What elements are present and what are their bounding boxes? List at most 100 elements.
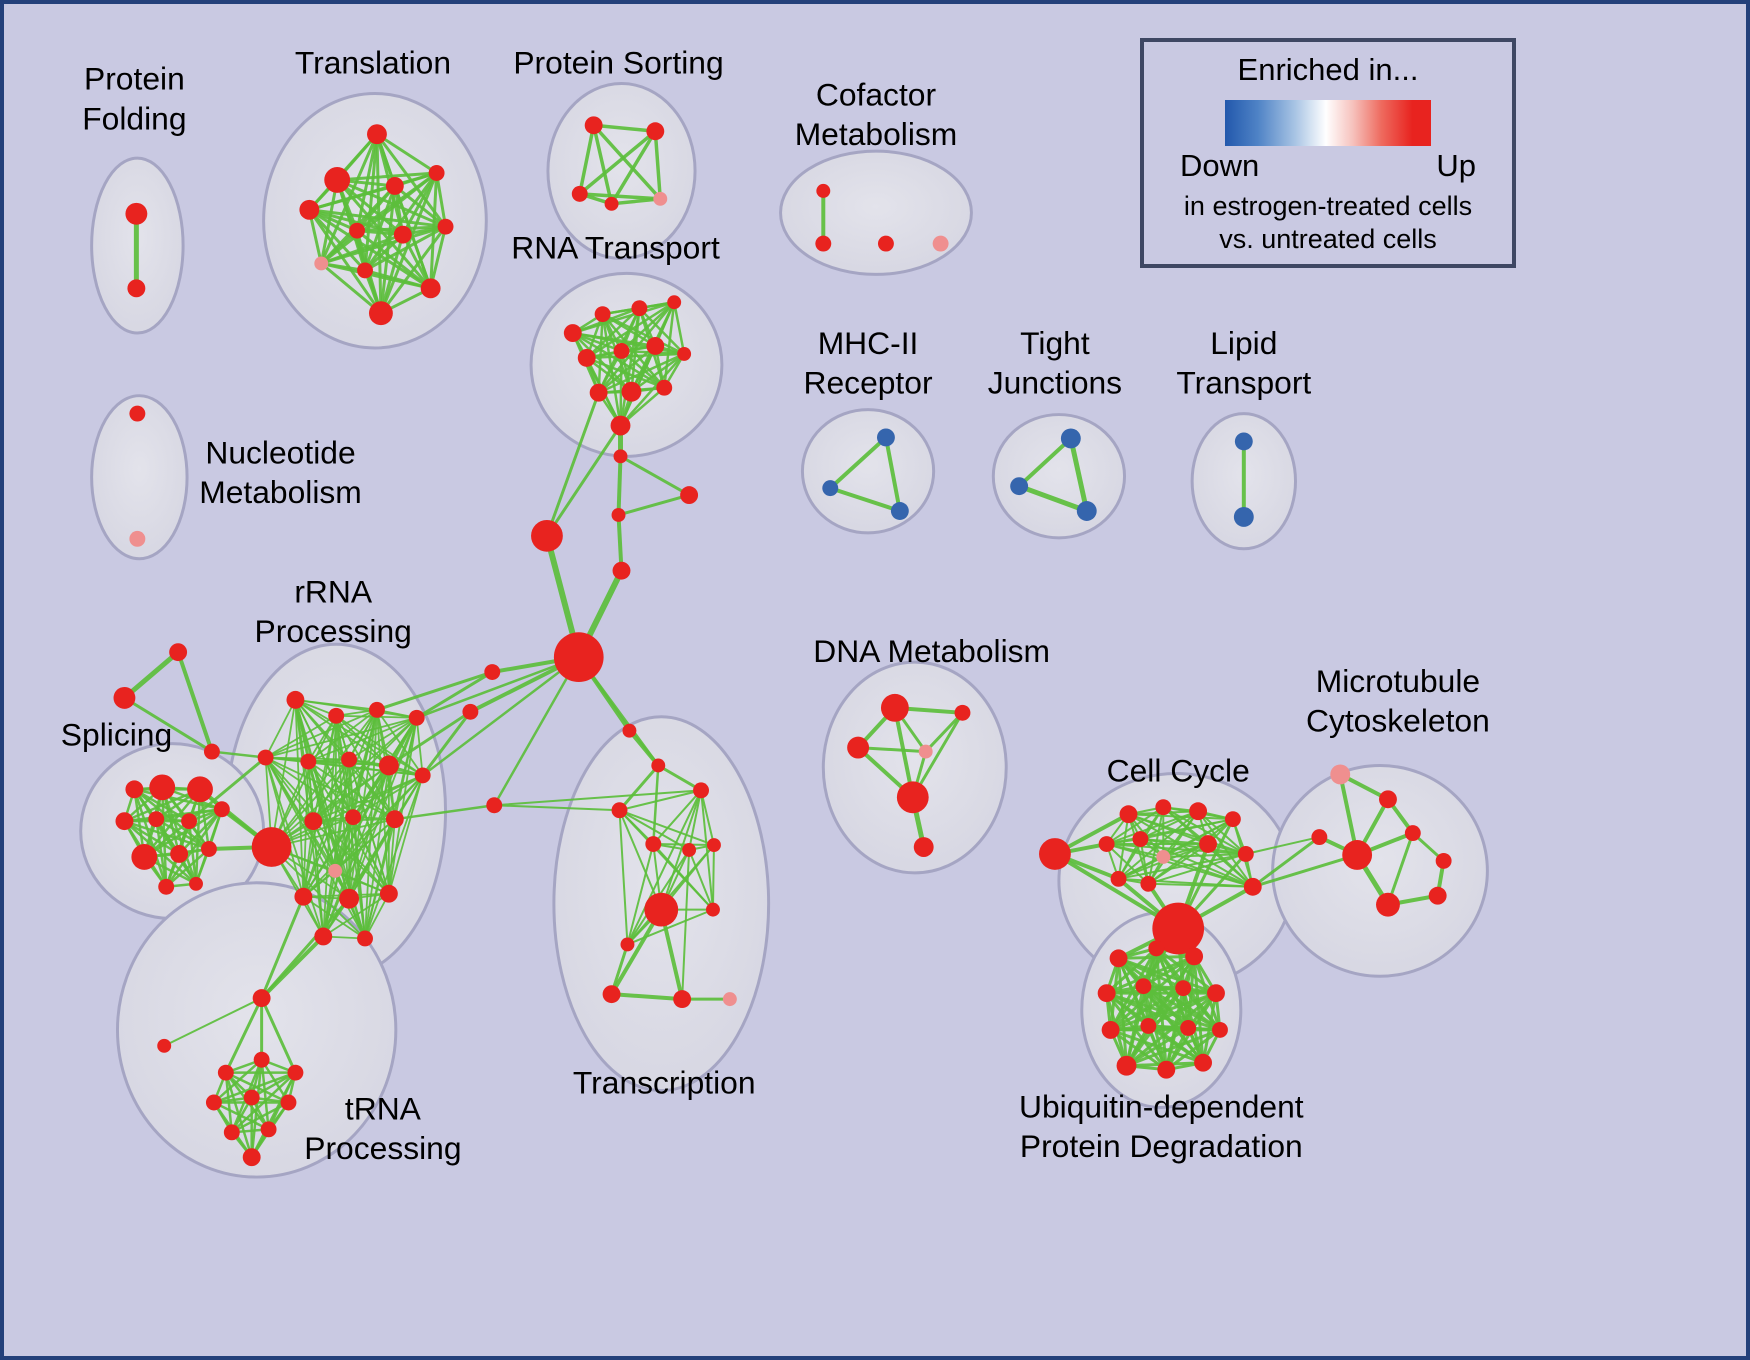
node-rt4	[667, 295, 682, 310]
node-lt1	[1234, 432, 1253, 451]
node-rr17	[379, 884, 398, 903]
edge-tr10-tr12	[363, 268, 433, 290]
node-rt7	[646, 337, 665, 355]
edge-tc6-tc9	[688, 849, 714, 911]
edge-cc4-cc10	[1197, 810, 1247, 855]
node-ub7	[1207, 984, 1225, 1003]
edge-rr5-rr11	[264, 756, 315, 823]
edge-tr8-tr11	[379, 225, 448, 315]
cluster-label-protein-folding: Protein Folding	[82, 60, 186, 136]
edge-rt2-rt9	[597, 312, 604, 394]
node-tri3	[203, 743, 220, 760]
edge-rr7-rr11	[312, 758, 351, 823]
edge-rr9-rr12	[352, 774, 424, 819]
edge-ch4-rt12	[545, 424, 622, 538]
node-rt11	[656, 379, 673, 396]
node-cf2	[815, 235, 832, 252]
edge-rt6-rt12	[619, 349, 623, 427]
edge-tri1-tri2	[121, 649, 181, 701]
edge-ub10-ub12	[1125, 1026, 1190, 1068]
edge-rr4-rr5	[264, 716, 418, 759]
node-rr9	[414, 767, 431, 784]
edge-dm2-dm5	[911, 711, 964, 799]
node-cc9	[1199, 835, 1217, 853]
edge-tc2-tc4	[618, 764, 660, 812]
edge-tr6-tr9	[319, 229, 359, 265]
node-tc4	[611, 802, 628, 819]
edge-cc10-cc12	[1147, 852, 1247, 885]
edge-cc2-cc10	[1127, 813, 1247, 855]
node-tr1	[367, 124, 387, 145]
node-rr12	[345, 809, 362, 826]
edge-rr13-rr18	[322, 818, 396, 938]
node-ub9	[1140, 1018, 1157, 1034]
edge-tc5-tc9	[652, 843, 714, 911]
edge-ps2-ps5	[653, 129, 663, 201]
edge-tc3-tc7	[700, 789, 715, 847]
node-cc13	[1243, 877, 1262, 896]
node-tj2	[1010, 477, 1029, 496]
network-svg: Protein Folding Translation Protein Sorting…	[61, 45, 1490, 1179]
edge-tn5-tn7	[250, 1071, 297, 1099]
node-cc10	[1237, 846, 1254, 862]
cluster-label-nucleotide-metabolism: Nucleotide Metabolism	[199, 434, 362, 510]
edge-sp6-rr5	[187, 756, 268, 823]
edge-tn1-tn3	[224, 996, 264, 1075]
edge-tc3-tc10	[626, 789, 703, 946]
edge-tc7-tc9	[711, 844, 715, 911]
edge-rr9-rr19	[364, 774, 424, 940]
node-sp5	[148, 811, 165, 828]
edge-cc4-cc6	[1105, 810, 1200, 846]
edge-tri2-tri3	[122, 696, 214, 754]
edge-mid3-rr8	[387, 710, 472, 767]
node-rr13	[385, 810, 404, 829]
node-sp8	[131, 844, 158, 870]
node-tc5	[645, 836, 662, 852]
edge-tr5-tr9	[319, 171, 439, 265]
node-tc10	[620, 937, 635, 952]
edge-mid2-rr4	[415, 670, 494, 720]
cluster-label-trna-processing: tRNA Processing	[304, 1090, 461, 1166]
node-ps5	[653, 191, 668, 206]
node-rt12	[610, 415, 631, 436]
edge-rr4-rr7	[348, 716, 418, 761]
edge-tn2-tn1	[163, 997, 263, 1047]
edge-tc7-tc10	[626, 844, 715, 946]
node-tc1	[622, 723, 637, 738]
node-tr6	[349, 222, 366, 239]
node-sp11	[158, 878, 175, 895]
edge-ub6-ub8	[1109, 986, 1185, 1032]
edge-mid1-tc4	[493, 804, 621, 812]
edge-rr17-rr18	[322, 892, 390, 938]
node-mc2	[1379, 790, 1397, 809]
edge-tn4-tn6	[212, 1058, 263, 1104]
node-mc4	[1342, 840, 1373, 870]
edge-tc2-tc3	[656, 764, 703, 792]
edge-ps2-ps3	[578, 129, 658, 196]
edge-ps2-ps4	[609, 129, 658, 206]
edge-rt8-rt10	[630, 352, 686, 393]
edge-rr5-rr12	[264, 756, 354, 819]
edge-sp7-sp9	[177, 807, 224, 856]
node-cc6	[1098, 836, 1115, 852]
cluster-label-cell-cycle: Cell Cycle	[1107, 752, 1250, 788]
edge-rt5-rt11	[585, 356, 666, 389]
edge-tc5-tc10	[626, 843, 655, 946]
edge-tr4-tr8	[393, 184, 448, 229]
node-tc12	[673, 990, 692, 1009]
node-tc9	[706, 902, 720, 917]
edge-tr5-tr8	[435, 171, 448, 229]
node-tn2	[157, 1038, 172, 1053]
node-ch4	[531, 519, 563, 552]
edge-ps1-ps4	[591, 123, 614, 206]
edge-mh1-mh3	[883, 435, 902, 513]
edge-sp5-sp11	[155, 817, 168, 889]
node-tr7	[393, 225, 412, 244]
node-tc2	[651, 758, 666, 773]
node-nm2	[129, 530, 146, 547]
node-tr10	[357, 262, 373, 279]
edge-cc10-mc3	[1244, 836, 1321, 855]
edge-rt4-rt8	[672, 300, 686, 356]
node-cc7	[1132, 831, 1149, 848]
edge-ub5-ub11	[1141, 984, 1222, 1032]
